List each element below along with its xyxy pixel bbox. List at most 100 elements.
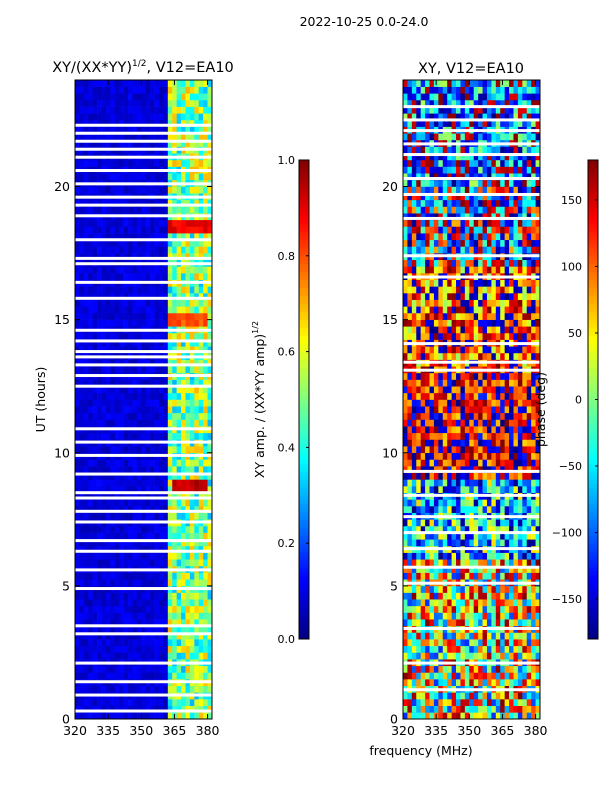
heatmap-cell — [207, 512, 213, 520]
heatmap-cell — [403, 599, 408, 607]
heatmap-cell — [473, 619, 479, 627]
heatmap-cell — [416, 552, 421, 560]
heatmap-cell — [411, 605, 417, 613]
heatmap-cell — [513, 705, 519, 713]
heatmap-cell — [411, 439, 417, 447]
heatmap-cell — [128, 406, 133, 414]
heatmap-cell — [167, 592, 173, 600]
heatmap-cell — [482, 559, 488, 567]
heatmap-cell — [425, 552, 430, 560]
heatmap-cell — [158, 399, 164, 407]
heatmap-cell — [447, 705, 452, 713]
heatmap-cell — [442, 672, 448, 680]
heatmap-cell — [522, 352, 528, 360]
heatmap-cell — [110, 299, 116, 307]
heatmap-cell — [79, 545, 85, 553]
heatmap-cell — [158, 625, 164, 633]
colorbar-segment — [299, 335, 309, 341]
heatmap-cell — [513, 439, 519, 447]
heatmap-cell — [92, 392, 98, 400]
heatmap-cell — [447, 699, 452, 706]
heatmap-cell — [425, 585, 430, 593]
heatmap-cell — [176, 273, 182, 280]
heatmap-cell — [513, 679, 519, 687]
heatmap-cell — [181, 266, 186, 274]
heatmap-cell — [531, 379, 536, 387]
heatmap-cell — [478, 639, 483, 647]
heatmap-cell — [176, 126, 182, 134]
heatmap-cell — [79, 106, 85, 114]
heatmap-cell — [194, 139, 200, 147]
heatmap-cell — [535, 665, 541, 673]
heatmap-cell — [451, 459, 457, 467]
heatmap-cell — [482, 652, 488, 660]
heatmap-cell — [97, 113, 102, 121]
heatmap-cell — [456, 612, 461, 620]
heatmap-cell — [482, 612, 488, 620]
heatmap-cell — [198, 625, 204, 633]
heatmap-cell — [101, 273, 107, 280]
heatmap-cell — [154, 699, 160, 706]
heatmap-cell — [411, 446, 417, 454]
heatmap-cell — [176, 233, 182, 241]
heatmap-cell — [105, 379, 111, 387]
heatmap-cell — [145, 332, 151, 340]
heatmap-cell — [101, 186, 107, 194]
heatmap-cell — [136, 266, 142, 274]
heatmap-cell — [442, 679, 448, 687]
heatmap-cell — [429, 499, 435, 507]
heatmap-cell — [509, 692, 514, 700]
heatmap-cell — [517, 525, 523, 533]
heatmap-cell — [172, 412, 177, 420]
heatmap-cell — [203, 139, 208, 147]
heatmap-cell — [194, 173, 200, 181]
heatmap-cell — [198, 545, 204, 553]
colorbar-segment — [299, 271, 309, 277]
heatmap-cell — [79, 419, 85, 427]
heatmap-cell — [132, 392, 138, 400]
heatmap-cell — [145, 532, 151, 540]
heatmap-cell — [535, 639, 541, 647]
heatmap-cell — [500, 539, 505, 547]
heatmap-cell — [411, 699, 417, 706]
heatmap-cell — [442, 432, 448, 440]
heatmap-cell — [425, 592, 430, 600]
heatmap-cell — [491, 552, 497, 560]
heatmap-cell — [163, 472, 169, 480]
heatmap-cell — [207, 159, 213, 167]
heatmap-cell — [79, 293, 85, 300]
heatmap-cell — [88, 173, 93, 181]
heatmap-cell — [88, 579, 93, 587]
colorbar-segment — [299, 427, 309, 432]
heatmap-cell — [128, 379, 133, 387]
colorbar-segment — [299, 191, 309, 197]
heatmap-cell — [203, 273, 208, 280]
heatmap-cell — [101, 472, 107, 480]
heatmap-cell — [167, 639, 173, 647]
heatmap-cell — [163, 579, 169, 587]
heatmap-cell — [407, 392, 413, 400]
heatmap-cell — [101, 632, 107, 640]
heatmap-cell — [500, 412, 505, 420]
heatmap-cell — [181, 605, 186, 613]
heatmap-cell — [97, 592, 102, 600]
heatmap-cell — [105, 199, 111, 207]
heatmap-cell — [79, 80, 85, 87]
heatmap-cell — [176, 366, 182, 374]
heatmap-cell — [145, 399, 151, 407]
heatmap-cell — [172, 432, 177, 440]
heatmap-cell — [83, 552, 89, 560]
heatmap-cell — [491, 472, 497, 480]
heatmap-cell — [456, 619, 461, 627]
heatmap-cell — [482, 705, 488, 713]
heatmap-cell — [522, 539, 528, 547]
heatmap-cell — [469, 665, 475, 673]
heatmap-cell — [429, 572, 435, 580]
heatmap-cell — [207, 432, 213, 440]
heatmap-cell — [114, 392, 120, 400]
heatmap-cell — [167, 359, 173, 367]
heatmap-cell — [97, 99, 102, 107]
heatmap-cell — [442, 406, 448, 414]
heatmap-cell — [185, 506, 191, 513]
heatmap-cell — [88, 672, 93, 680]
